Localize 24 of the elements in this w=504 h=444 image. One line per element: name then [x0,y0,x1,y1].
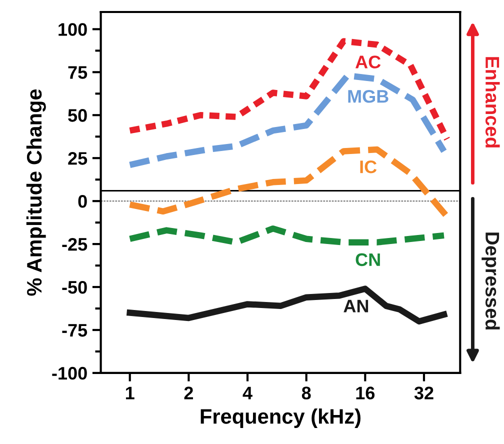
y-tick-label: -100 [52,366,87,380]
x-tick-label: 8 [302,386,311,400]
y-tick-label: -50 [62,280,87,294]
x-axis-title: Frequency (kHz) [200,408,360,428]
y-tick-label: 0 [78,195,87,208]
x-tick-label: 2 [184,386,193,400]
y-axis-title: % Amplitude Change [26,89,46,296]
y-tick-label: 25 [68,152,88,165]
x-tick-label: 1 [126,386,134,400]
series-label: MGB [348,90,388,103]
text: Depressed [482,232,500,330]
y-tick-label: 100 [58,23,87,36]
series-label: AC [355,56,381,68]
y-tick-label: 75 [68,66,88,79]
text: Enhanced [485,57,500,148]
series-label: IC [360,160,377,174]
x-tick-label: 4 [242,386,252,400]
y-tick-label: -75 [62,324,88,337]
y-tick-label: -25 [62,238,88,251]
x-tick-label: 32 [414,386,434,400]
series-label: CN [356,253,380,266]
y-tick-label: 50 [68,109,87,122]
series-label: AN [344,300,368,312]
x-tick-label: 16 [356,386,375,400]
